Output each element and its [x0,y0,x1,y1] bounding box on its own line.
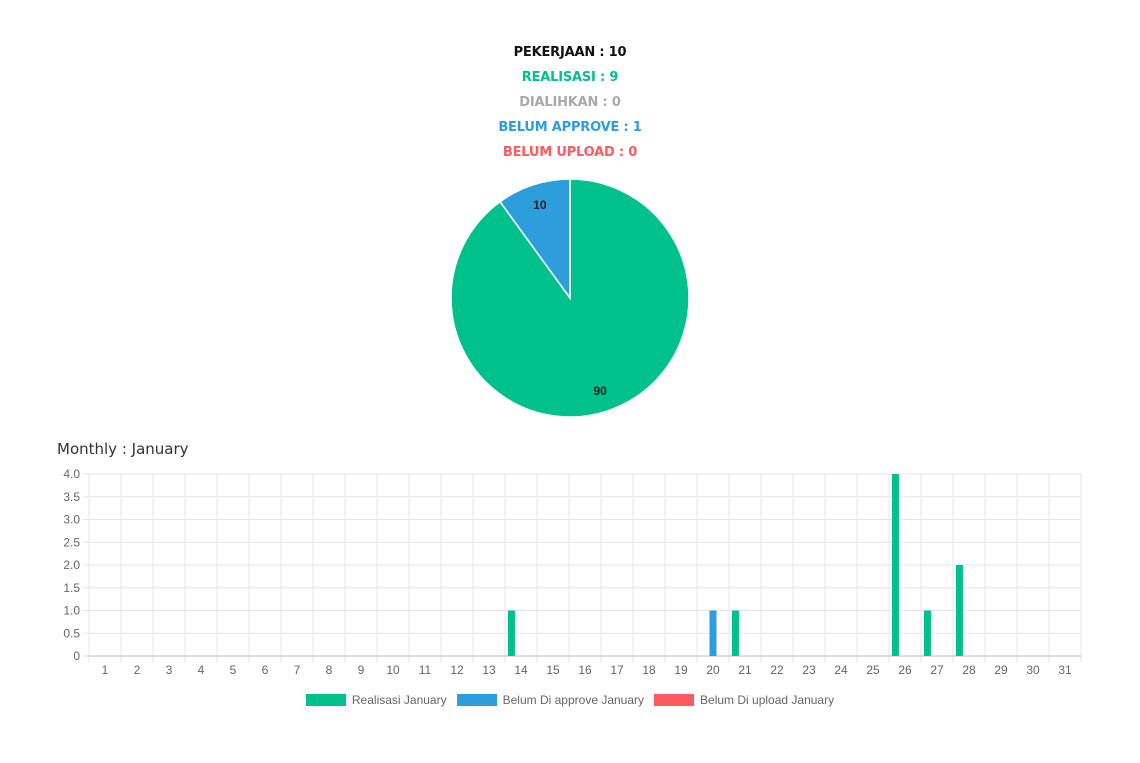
bar-0-14[interactable] [507,610,515,657]
x-tick-label: 19 [674,663,688,677]
x-tick-label: 7 [294,663,301,677]
legend-swatch-realisasi [305,694,346,706]
x-tick-label: 6 [262,663,269,677]
y-tick-label: 2.0 [63,558,80,572]
monthly-title: Monthly : January [57,440,189,458]
x-tick-label: 12 [450,663,464,677]
x-tick-label: 29 [994,663,1008,677]
x-tick-label: 24 [834,663,848,677]
y-tick-label: 3.0 [63,513,80,527]
x-tick-label: 4 [198,663,205,677]
bar-1-20[interactable] [709,610,717,657]
x-tick-label: 17 [610,663,624,677]
x-tick-label: 9 [358,663,365,677]
pie-slice-1[interactable] [499,178,571,301]
bar-chart: 00.51.01.52.02.53.03.54.01 2 3 4 5 6 7 8 9 10 11 12… [63,467,1082,677]
x-tick-label: 11 [419,663,432,677]
x-tick-label: 18 [642,663,656,677]
x-tick-label: 14 [514,663,528,677]
y-tick-label: 4.0 [63,467,80,481]
y-tick-label: 0 [73,649,80,663]
legend-swatch-belum-upload [654,694,695,706]
bar-0-26[interactable] [891,474,899,656]
x-tick-label: 3 [166,663,173,677]
x-tick-label: 21 [738,663,752,677]
x-tick-label: 26 [898,663,912,677]
x-tick-label: 1 [102,663,109,677]
legend-item-realisasi[interactable]: Realisasi January [305,693,447,707]
x-tick-label: 25 [866,663,880,677]
x-tick-label: 13 [482,663,496,677]
legend-item-belum-upload[interactable]: Belum Di upload January [654,693,834,707]
y-tick-label: 3.5 [63,490,80,504]
y-tick-label: 2.5 [63,535,80,549]
pie-slice-label-0: 90 [593,384,607,398]
y-tick-label: 1.5 [63,581,80,595]
x-tick-label: 8 [326,663,333,677]
legend-label-belum-approve: Belum Di approve January [502,693,645,707]
job-summary: PEKERJAAN : 10 REALISASI : 9 DIALIHKAN :… [0,40,1140,165]
pie-slice-label-1: 10 [533,198,547,212]
pie-chart: 90 10 [450,178,690,418]
x-tick-label: 5 [230,663,237,677]
x-tick-label: 15 [546,663,560,677]
legend-item-belum-approve[interactable]: Belum Di approve January [456,693,645,707]
bar-0-28[interactable] [955,565,963,656]
bar-0-21[interactable] [731,610,739,657]
x-tick-label: 23 [802,663,816,677]
x-tick-label: 10 [386,663,400,677]
y-tick-label: 0.5 [63,626,80,640]
belum-approve-count: BELUM APPROVE : 1 [498,120,642,135]
bar-0-27[interactable] [923,610,931,657]
x-tick-label: 28 [962,663,976,677]
bar-legend: Realisasi January Belum Di approve Janua… [0,693,1140,707]
x-tick-label: 20 [706,663,720,677]
x-tick-label: 27 [930,663,944,677]
x-tick-label: 22 [770,663,784,677]
y-tick-label: 1.0 [63,604,80,618]
x-tick-label: 16 [578,663,592,677]
legend-swatch-belum-approve [456,694,497,706]
legend-label-belum-upload: Belum Di upload January [700,693,835,707]
realisasi-count: REALISASI : 9 [521,70,619,85]
x-tick-label: 31 [1058,663,1072,677]
dialihkan-count: DIALIHKAN : 0 [519,95,621,110]
x-tick-label: 30 [1026,663,1040,677]
pekerjaan-count: PEKERJAAN : 10 [513,45,627,60]
x-tick-label: 2 [134,663,141,677]
legend-label-realisasi: Realisasi January [351,693,447,707]
belum-upload-count: BELUM UPLOAD : 0 [502,145,638,160]
